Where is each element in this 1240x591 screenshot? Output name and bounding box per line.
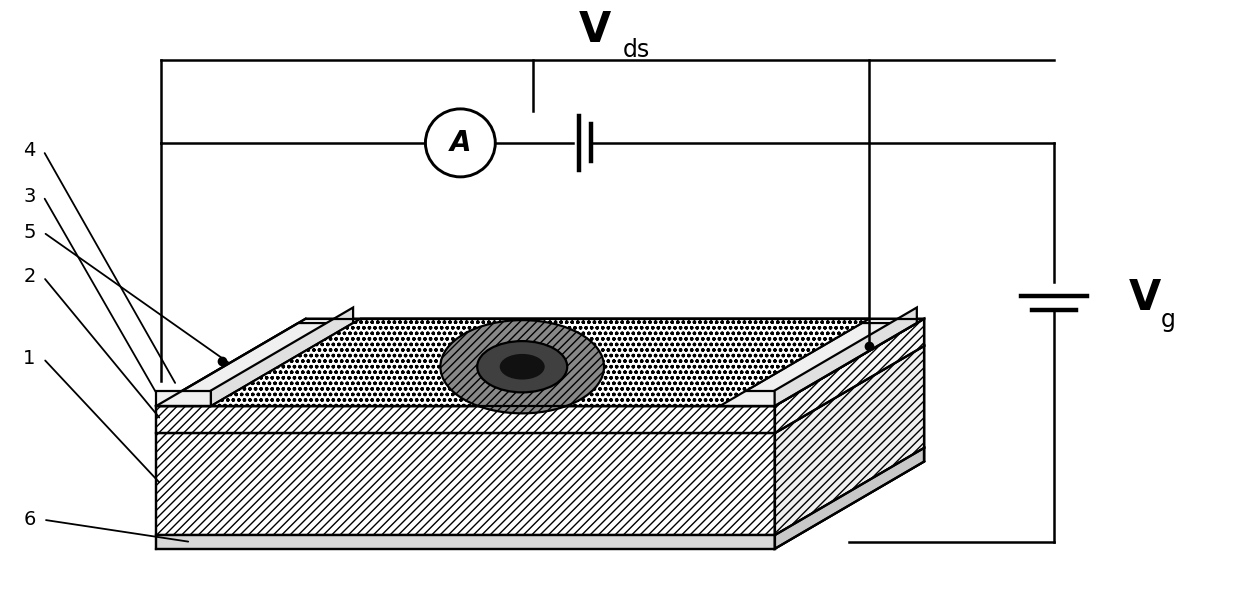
Polygon shape: [211, 319, 869, 406]
Ellipse shape: [477, 341, 567, 392]
Polygon shape: [156, 433, 775, 535]
Polygon shape: [156, 323, 353, 406]
Ellipse shape: [440, 320, 604, 413]
Ellipse shape: [500, 354, 544, 379]
Polygon shape: [211, 307, 353, 406]
Text: V: V: [1128, 277, 1161, 319]
Text: ds: ds: [622, 38, 650, 62]
Text: g: g: [1161, 308, 1176, 332]
Polygon shape: [156, 319, 924, 406]
Polygon shape: [719, 391, 775, 406]
Polygon shape: [156, 391, 211, 406]
Polygon shape: [775, 319, 924, 433]
Polygon shape: [156, 462, 924, 549]
Polygon shape: [156, 535, 775, 549]
Polygon shape: [156, 406, 775, 433]
Text: 6: 6: [24, 510, 36, 529]
Circle shape: [425, 109, 495, 177]
Text: 3: 3: [24, 187, 36, 206]
Polygon shape: [775, 448, 924, 549]
Text: 1: 1: [24, 349, 36, 368]
Text: 2: 2: [24, 267, 36, 287]
Text: 5: 5: [24, 223, 36, 242]
Text: V: V: [579, 9, 611, 51]
Text: 4: 4: [24, 141, 36, 160]
Polygon shape: [775, 346, 924, 535]
Polygon shape: [775, 307, 916, 406]
Polygon shape: [719, 323, 916, 406]
Text: A: A: [450, 129, 471, 157]
